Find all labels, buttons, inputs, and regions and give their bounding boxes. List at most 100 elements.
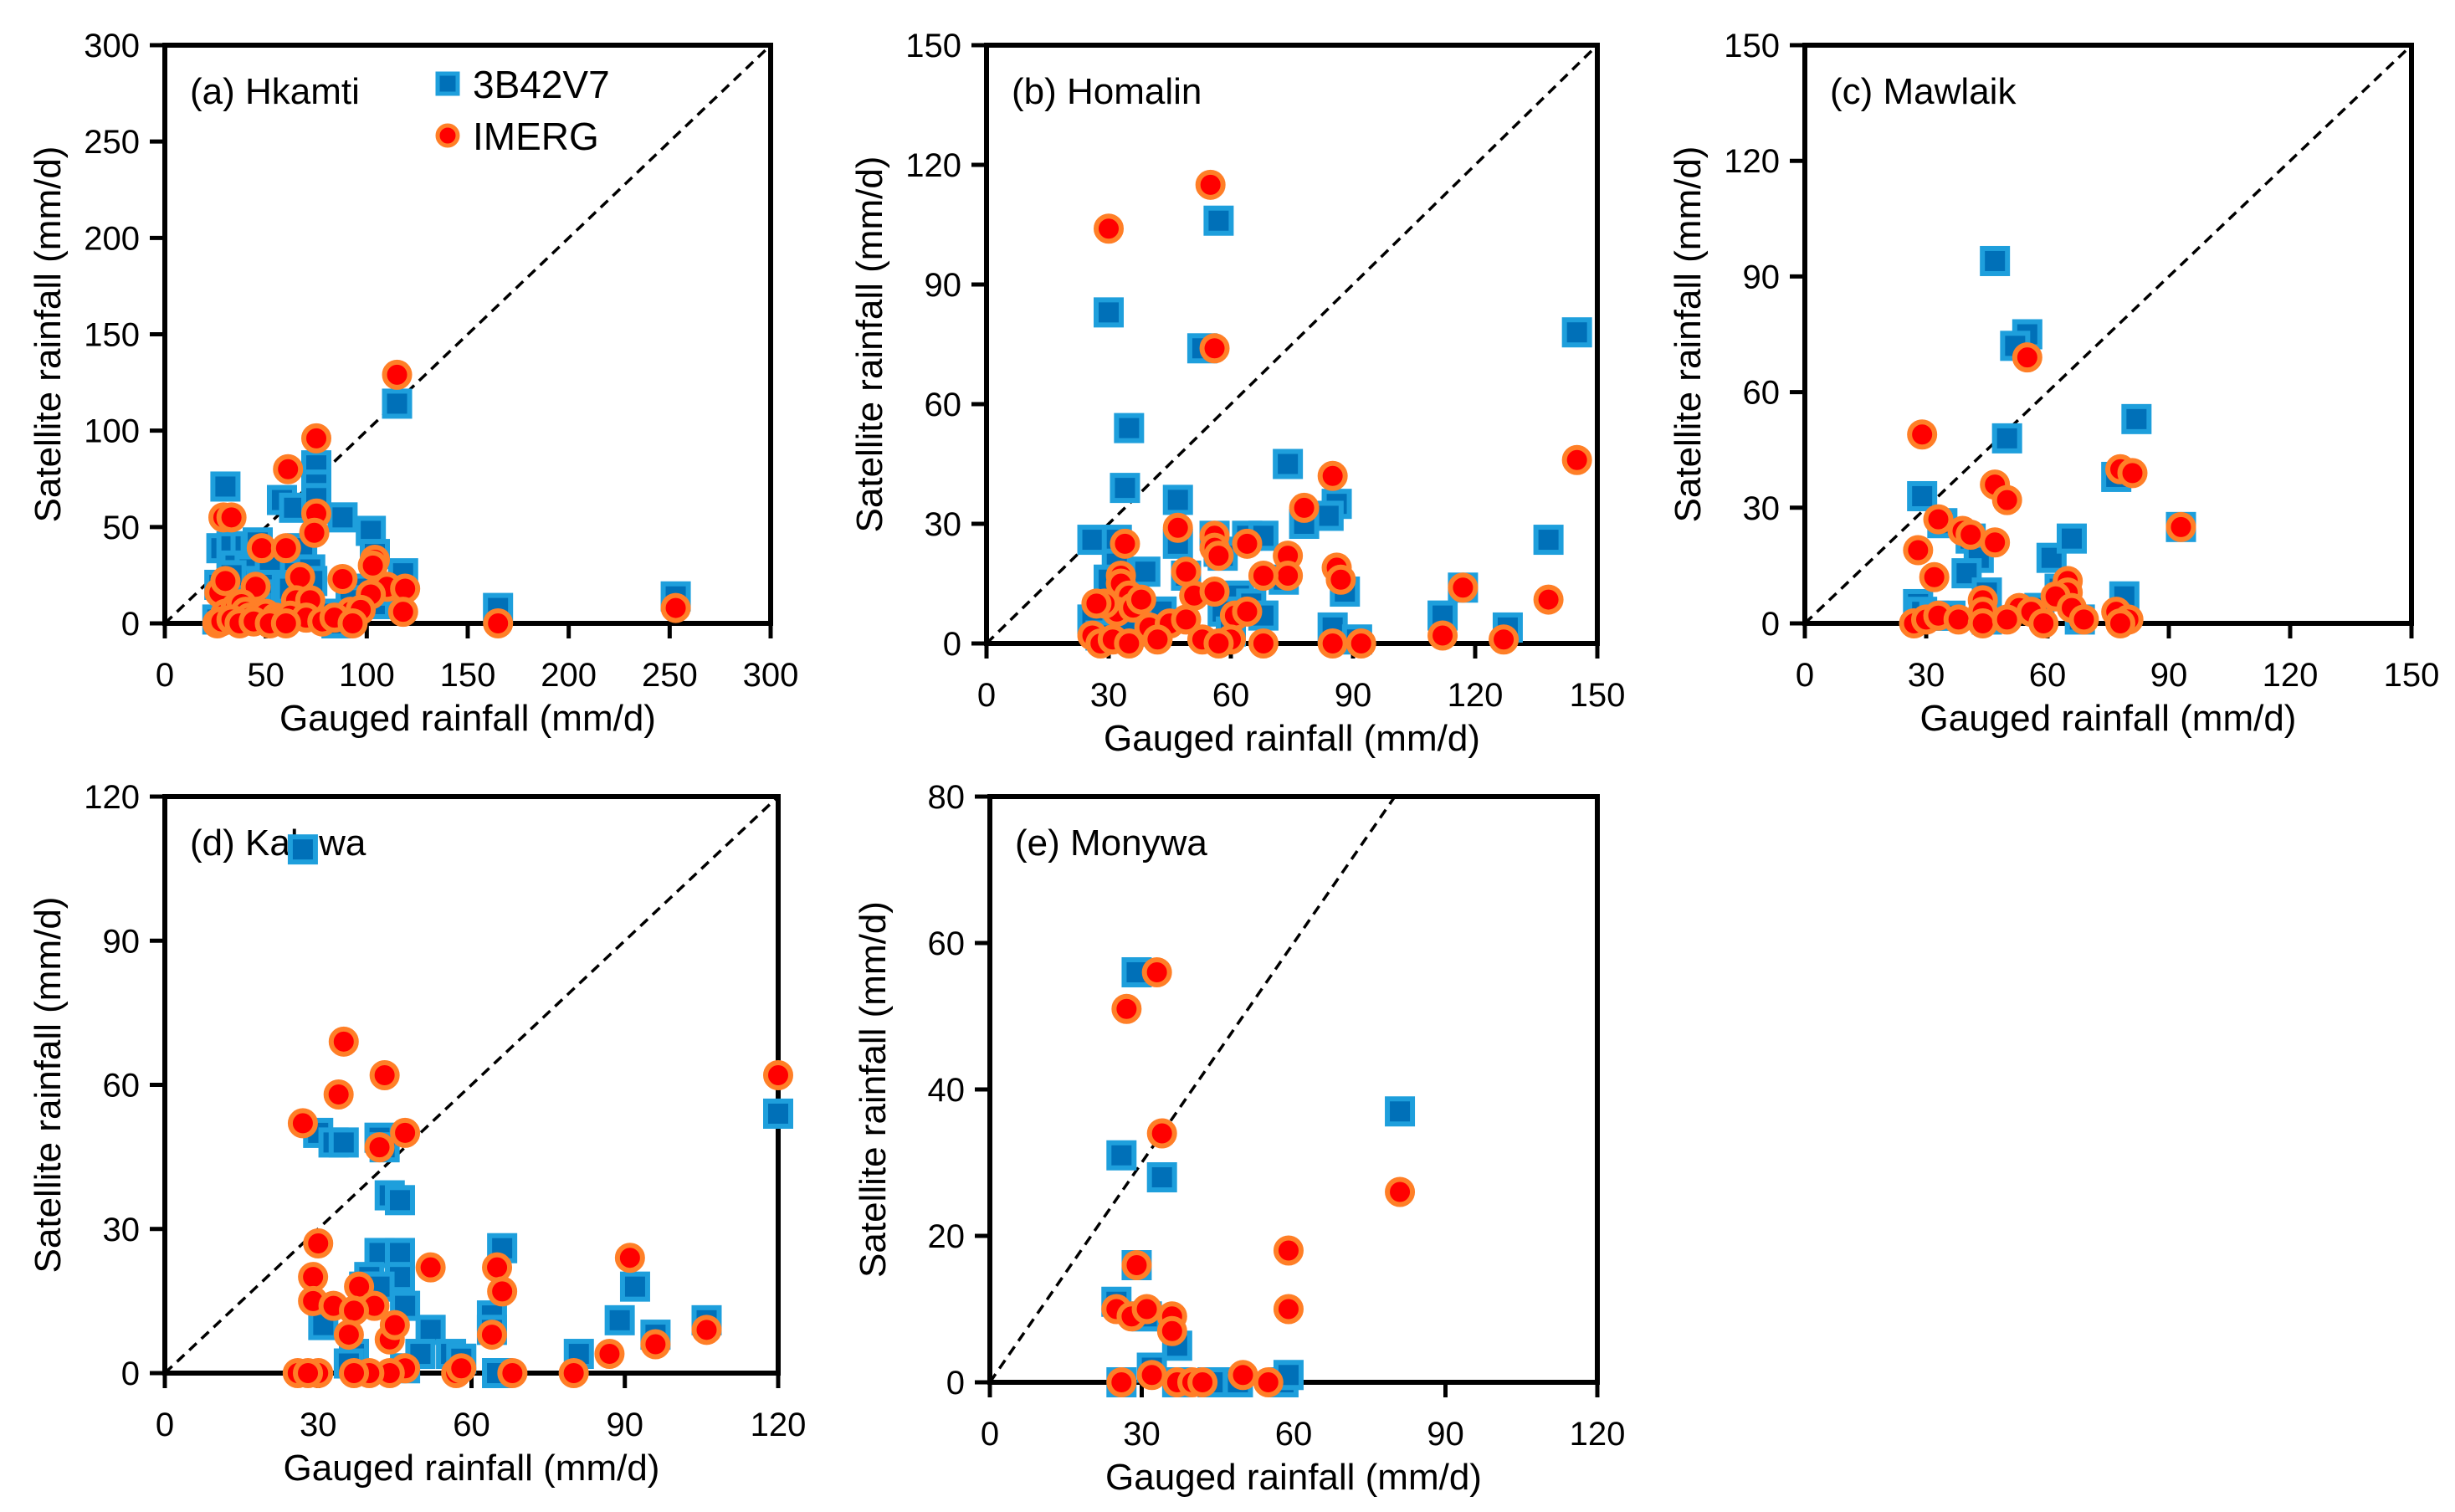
x-axis-title: Gauged rainfall (mm/d) bbox=[1920, 698, 2297, 739]
data-point-imerg bbox=[1171, 604, 1202, 635]
x-tick-label: 120 bbox=[1448, 677, 1504, 714]
y-tick-label: 60 bbox=[928, 925, 966, 962]
data-point-imerg bbox=[1142, 624, 1173, 655]
data-point-imerg bbox=[1248, 560, 1279, 591]
data-point-imerg bbox=[1903, 535, 1934, 566]
data-point-imerg bbox=[303, 1228, 334, 1258]
data-point-3b42v7 bbox=[327, 502, 358, 533]
y-tick-label: 30 bbox=[925, 506, 962, 543]
data-point-3b42v7 bbox=[604, 1304, 635, 1335]
data-point-imerg bbox=[594, 1339, 625, 1370]
data-point-imerg bbox=[327, 564, 358, 595]
x-tick-label: 60 bbox=[2029, 657, 2067, 694]
data-point-3b42v7 bbox=[1077, 525, 1108, 556]
data-point-imerg bbox=[1325, 564, 1356, 595]
data-point-imerg bbox=[1228, 1360, 1258, 1391]
y-tick-label: 200 bbox=[84, 220, 140, 257]
x-tick-label: 120 bbox=[751, 1407, 807, 1443]
data-point-imerg bbox=[1094, 213, 1124, 244]
y-axis-title: Satellite rainfall (mm/d) bbox=[28, 897, 69, 1274]
data-point-imerg bbox=[1967, 608, 1998, 638]
data-point-3b42v7 bbox=[415, 1315, 446, 1345]
y-tick-label: 20 bbox=[928, 1218, 966, 1255]
data-point-imerg bbox=[1171, 556, 1202, 587]
data-point-3b42v7 bbox=[1130, 556, 1161, 587]
data-point-imerg bbox=[1907, 419, 1938, 450]
series-3b42v7 bbox=[1101, 957, 1416, 1397]
y-tick-label: 250 bbox=[84, 124, 140, 161]
x-axis-title: Gauged rainfall (mm/d) bbox=[279, 698, 656, 739]
data-point-imerg bbox=[1232, 528, 1263, 559]
data-point-imerg bbox=[1136, 1360, 1167, 1391]
data-point-imerg bbox=[1114, 628, 1145, 659]
data-point-imerg bbox=[1919, 561, 1950, 592]
y-tick-label: 150 bbox=[84, 317, 140, 354]
data-point-3b42v7 bbox=[1313, 500, 1344, 531]
y-tick-label: 0 bbox=[121, 1356, 140, 1392]
y-tick-label: 120 bbox=[84, 779, 140, 816]
data-point-imerg bbox=[1162, 512, 1193, 543]
data-point-3b42v7 bbox=[1561, 317, 1592, 348]
data-point-imerg bbox=[1991, 604, 2022, 635]
y-tick-label: 0 bbox=[121, 606, 140, 643]
data-point-imerg bbox=[1317, 628, 1348, 659]
x-tick-label: 150 bbox=[440, 657, 496, 694]
one-to-one-line bbox=[163, 44, 772, 625]
data-point-imerg bbox=[339, 1358, 370, 1388]
data-point-imerg bbox=[2105, 608, 2135, 638]
one-to-one-line bbox=[988, 796, 1397, 1383]
data-point-3b42v7 bbox=[2121, 403, 2152, 434]
data-point-imerg bbox=[2068, 604, 2099, 635]
data-point-3b42v7 bbox=[1273, 448, 1304, 479]
data-point-imerg bbox=[558, 1358, 589, 1388]
data-point-imerg bbox=[1317, 460, 1348, 491]
data-point-imerg bbox=[2117, 458, 2148, 489]
data-point-3b42v7 bbox=[763, 1098, 793, 1129]
data-point-imerg bbox=[763, 1060, 793, 1091]
data-point-3b42v7 bbox=[1106, 1140, 1137, 1171]
x-tick-label: 30 bbox=[300, 1407, 337, 1443]
series-imerg bbox=[202, 359, 691, 638]
data-point-imerg bbox=[482, 1252, 513, 1283]
data-point-imerg bbox=[1533, 584, 1564, 615]
data-point-imerg bbox=[1273, 1235, 1304, 1266]
data-point-imerg bbox=[1955, 520, 1986, 551]
legend-label-imerg: IMERG bbox=[473, 115, 599, 158]
data-point-imerg bbox=[328, 1026, 359, 1057]
y-tick-label: 150 bbox=[1724, 28, 1780, 64]
x-tick-label: 90 bbox=[1427, 1416, 1464, 1453]
x-tick-label: 200 bbox=[541, 657, 597, 694]
data-point-imerg bbox=[1203, 541, 1234, 571]
data-point-3b42v7 bbox=[1110, 473, 1140, 504]
data-point-imerg bbox=[270, 533, 301, 564]
x-tick-label: 60 bbox=[453, 1407, 490, 1443]
x-tick-label: 0 bbox=[977, 677, 996, 714]
data-point-imerg bbox=[298, 1262, 329, 1293]
x-axis-title: Gauged rainfall (mm/d) bbox=[1105, 1457, 1482, 1498]
data-point-imerg bbox=[301, 423, 331, 454]
x-tick-label: 0 bbox=[1796, 657, 1814, 694]
x-tick-label: 300 bbox=[743, 657, 799, 694]
data-point-imerg bbox=[1943, 604, 1974, 635]
data-point-imerg bbox=[293, 1358, 324, 1388]
data-point-3b42v7 bbox=[1146, 1162, 1177, 1192]
data-point-imerg bbox=[1111, 993, 1142, 1024]
y-axis-title: Satellite rainfall (mm/d) bbox=[853, 901, 894, 1278]
y-tick-label: 60 bbox=[1743, 375, 1781, 412]
legend-label-3b42v7: 3B42V7 bbox=[473, 63, 610, 106]
y-tick-label: 60 bbox=[925, 387, 962, 423]
chart-panel-3: 0 30 60 90 120 0 30 60 90 120 Gauged rainfall (mm/… bbox=[28, 779, 806, 1489]
data-point-imerg bbox=[1232, 596, 1263, 627]
data-point-imerg bbox=[476, 1320, 507, 1351]
data-point-imerg bbox=[1110, 528, 1140, 559]
data-point-3b42v7 bbox=[384, 1185, 415, 1216]
x-tick-label: 60 bbox=[1212, 677, 1250, 714]
x-tick-label: 30 bbox=[1090, 677, 1128, 714]
data-point-imerg bbox=[369, 1060, 400, 1091]
data-point-imerg bbox=[1991, 484, 2022, 515]
x-tick-label: 120 bbox=[2263, 657, 2319, 694]
data-point-3b42v7 bbox=[1203, 205, 1234, 236]
y-tick-label: 150 bbox=[905, 28, 961, 64]
data-point-imerg bbox=[1146, 1118, 1177, 1149]
series-imerg bbox=[1077, 169, 1592, 659]
